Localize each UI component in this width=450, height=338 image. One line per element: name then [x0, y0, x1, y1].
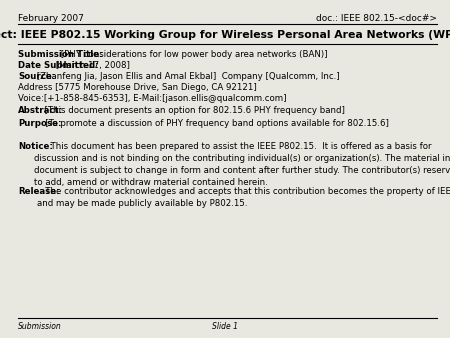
Text: [March 17, 2008]: [March 17, 2008] [53, 61, 130, 70]
Text: [This document presents an option for 802.15.6 PHY frequency band]: [This document presents an option for 80… [39, 106, 345, 115]
Text: Submission Title:: Submission Title: [18, 50, 103, 59]
Text: [PHY considerations for low power body area networks (BAN)]: [PHY considerations for low power body a… [58, 50, 327, 59]
Text: Abstract:: Abstract: [18, 106, 63, 115]
Text: Address [5775 Morehouse Drive, San Diego, CA 92121]: Address [5775 Morehouse Drive, San Diego… [18, 83, 257, 92]
Text: [To promote a discussion of PHY frequency band options available for 802.15.6]: [To promote a discussion of PHY frequenc… [37, 119, 389, 128]
Text: Date Submitted:: Date Submitted: [18, 61, 99, 70]
Text: Slide 1: Slide 1 [212, 322, 238, 331]
Text: Release:: Release: [18, 187, 59, 196]
Text: Submission: Submission [18, 322, 62, 331]
Text: doc.: IEEE 802.15-<doc#>: doc.: IEEE 802.15-<doc#> [315, 14, 436, 23]
Text: The contributor acknowledges and accepts that this contribution becomes the prop: The contributor acknowledges and accepts… [37, 187, 450, 208]
Text: Voice:[+1-858-845-6353], E-Mail:[jason.ellis@qualcomm.com]: Voice:[+1-858-845-6353], E-Mail:[jason.e… [18, 94, 287, 102]
Text: Source:: Source: [18, 72, 55, 81]
Text: Notice:: Notice: [18, 142, 53, 151]
Text: February 2007: February 2007 [18, 14, 84, 23]
Text: Project: IEEE P802.15 Working Group for Wireless Personal Area Networks (WPANs): Project: IEEE P802.15 Working Group for … [0, 30, 450, 41]
Text: Purpose:: Purpose: [18, 119, 62, 128]
Text: This document has been prepared to assist the IEEE P802.15.  It is offered as a : This document has been prepared to assis… [34, 142, 450, 187]
Text: [Zhanfeng Jia, Jason Ellis and Amal Ekbal]  Company [Qualcomm, Inc.]: [Zhanfeng Jia, Jason Ellis and Amal Ekba… [34, 72, 340, 81]
